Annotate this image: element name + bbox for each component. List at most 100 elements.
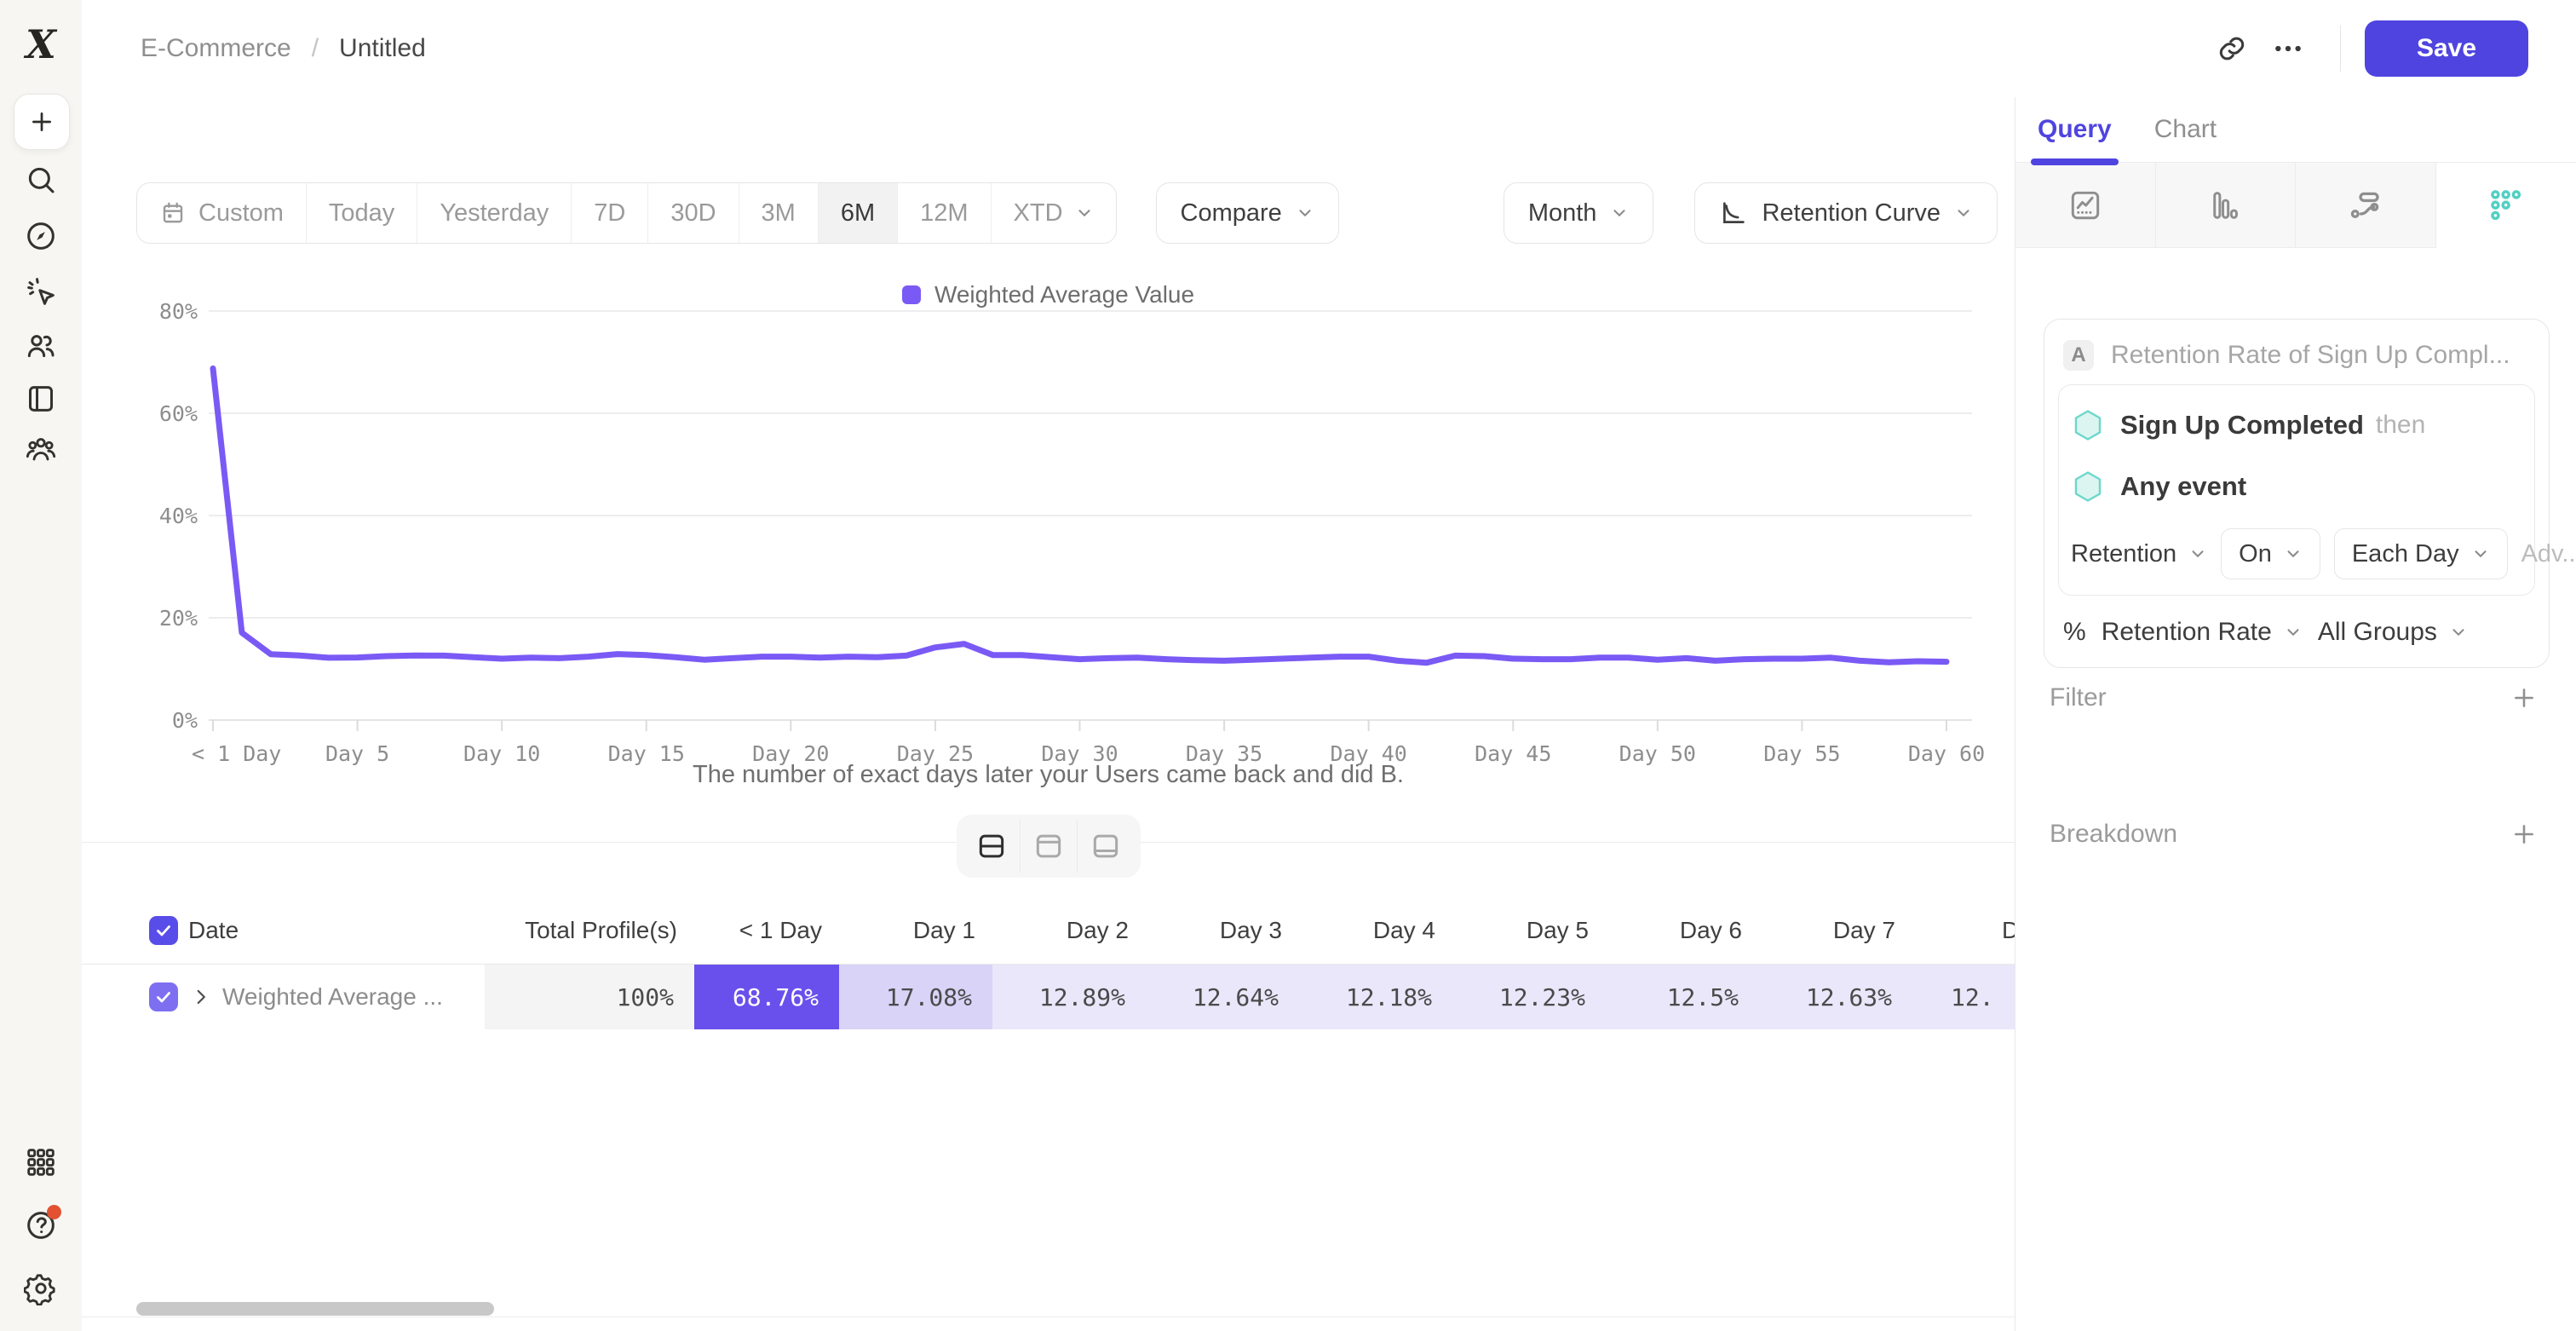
events-cursor-icon[interactable]: [24, 274, 58, 308]
frequency-dropdown[interactable]: Each Day: [2333, 528, 2508, 579]
column-header: Total Profile(s): [525, 917, 677, 943]
select-all-checkbox[interactable]: [149, 916, 178, 945]
cohorts-icon[interactable]: [24, 432, 58, 466]
flows-icon[interactable]: [2296, 163, 2436, 248]
add-filter-button[interactable]: [2510, 683, 2539, 712]
explore-compass-icon[interactable]: [24, 219, 58, 253]
query-summary: Retention Rate of Sign Up Compl...: [2111, 341, 2510, 369]
help-icon[interactable]: [24, 1205, 61, 1242]
percent-prefix: %: [2063, 618, 2086, 646]
chevron-down-icon: [1296, 204, 1314, 222]
advanced-dropdown[interactable]: Adv...: [2521, 540, 2576, 568]
link-icon[interactable]: [2204, 20, 2260, 77]
series-badge: A: [2063, 340, 2094, 371]
more-ellipsis-icon[interactable]: [2260, 20, 2316, 77]
retention-type-label: Retention: [2071, 539, 2177, 568]
split-view-icon[interactable]: [963, 820, 1020, 873]
retention-icon[interactable]: [2435, 163, 2576, 248]
date-range-6m[interactable]: 6M: [818, 183, 899, 243]
funnels-icon[interactable]: [2155, 163, 2296, 248]
retention-value-cell: 12.23%: [1452, 965, 1606, 1029]
date-range-custom[interactable]: Custom: [137, 183, 307, 243]
query-header[interactable]: A Retention Rate of Sign Up Compl...: [2058, 331, 2535, 384]
topbar-divider: [2340, 26, 2341, 72]
table-row: Weighted Average ... 100% 68.76% 17.08% 12.…: [82, 965, 2015, 1029]
column-header: D: [2002, 917, 2015, 943]
date-range-label: 3M: [761, 199, 796, 227]
create-button[interactable]: [14, 94, 70, 150]
date-range-xtd[interactable]: XTD: [992, 183, 1116, 243]
groups-dropdown[interactable]: All Groups: [2318, 618, 2468, 647]
date-range-yesterday[interactable]: Yesterday: [417, 183, 572, 243]
settings-gear-icon[interactable]: [24, 1271, 58, 1305]
chart-legend: Weighted Average Value: [82, 281, 2015, 308]
column-header: Day 6: [1679, 917, 1742, 943]
topbar-actions: Save: [2204, 20, 2528, 77]
svg-text:40%: 40%: [159, 504, 198, 528]
retention-value-cell: 17.08%: [839, 965, 992, 1029]
return-event-name: Any event: [2120, 471, 2247, 501]
granularity-dropdown[interactable]: Month: [1503, 182, 1654, 244]
date-range-today[interactable]: Today: [307, 183, 418, 243]
then-label: then: [2375, 411, 2426, 439]
retention-value-cell: 100%: [485, 965, 694, 1029]
retention-value-cell: 12.89%: [992, 965, 1146, 1029]
breakdown-label: Breakdown: [2050, 820, 2178, 848]
add-breakdown-button[interactable]: [2510, 820, 2539, 849]
plus-icon: [27, 107, 56, 136]
date-range-7d[interactable]: 7D: [572, 183, 649, 243]
date-range-30d[interactable]: 30D: [648, 183, 739, 243]
tab-query[interactable]: Query: [2031, 97, 2119, 165]
row-checkbox[interactable]: [149, 982, 178, 1011]
column-header: Day 2: [1066, 917, 1129, 943]
horizontal-scrollbar-thumb[interactable]: [136, 1302, 494, 1316]
measure-dropdown[interactable]: Retention Rate: [2102, 618, 2303, 647]
view-controls: Month Retention Curve: [1503, 182, 1998, 244]
legend-label: Weighted Average Value: [934, 281, 1195, 308]
date-range-label: XTD: [1013, 199, 1063, 227]
filter-label: Filter: [2050, 683, 2107, 712]
retention-value-cell: 12.18%: [1299, 965, 1452, 1029]
svg-text:0%: 0%: [172, 708, 198, 733]
chevron-down-icon: [1954, 204, 1973, 222]
date-range-3m[interactable]: 3M: [739, 183, 819, 243]
measure-label: Retention Rate: [2101, 618, 2272, 646]
date-range-label: Custom: [198, 199, 284, 227]
save-button[interactable]: Save: [2365, 20, 2528, 77]
chevron-down-icon: [2284, 623, 2303, 642]
row-label-cell: Weighted Average ...: [82, 965, 485, 1029]
query-panel: Query Chart A Retention Rate of Sign Up …: [2015, 97, 2576, 1331]
chevron-down-icon: [2471, 544, 2490, 563]
date-range-12m[interactable]: 12M: [898, 183, 992, 243]
column-header: Day 4: [1372, 917, 1435, 943]
chart-top-view-icon[interactable]: [1019, 820, 1077, 873]
search-icon[interactable]: [24, 163, 58, 197]
filter-section: Filter: [2050, 683, 2539, 712]
on-dropdown[interactable]: On: [2221, 528, 2320, 579]
retention-value-cell: 12.63%: [1759, 965, 1912, 1029]
retention-type-dropdown[interactable]: Retention: [2071, 540, 2207, 568]
tab-chart[interactable]: Chart: [2153, 115, 2217, 143]
breadcrumb-report-title[interactable]: Untitled: [339, 34, 426, 62]
retention-value-cell: 12.5%: [1606, 965, 1759, 1029]
date-range-label: 7D: [594, 199, 626, 227]
date-header-cell: Date: [82, 897, 485, 964]
first-event-row[interactable]: Sign Up Completed then: [2071, 400, 2522, 462]
advanced-label: Adv...: [2521, 539, 2576, 568]
notification-dot: [47, 1205, 61, 1219]
table-bottom-view-icon[interactable]: [1076, 820, 1134, 873]
expand-row-chevron-icon[interactable]: [190, 986, 212, 1008]
chart-type-dropdown[interactable]: Retention Curve: [1694, 182, 1998, 244]
compare-button[interactable]: Compare: [1155, 182, 1339, 244]
return-event-row[interactable]: Any event: [2071, 462, 2522, 523]
users-icon[interactable]: [24, 329, 58, 363]
granularity-label: Month: [1527, 199, 1597, 227]
breadcrumb-separator: /: [311, 34, 319, 62]
column-header: Day 7: [1832, 917, 1895, 943]
date-range-label: Yesterday: [440, 199, 549, 227]
insights-icon[interactable]: [2015, 163, 2156, 248]
boards-icon[interactable]: [24, 382, 58, 416]
breadcrumb-project[interactable]: E-Commerce: [141, 34, 291, 62]
svg-text:60%: 60%: [159, 401, 198, 426]
apps-grid-icon[interactable]: [24, 1145, 58, 1179]
